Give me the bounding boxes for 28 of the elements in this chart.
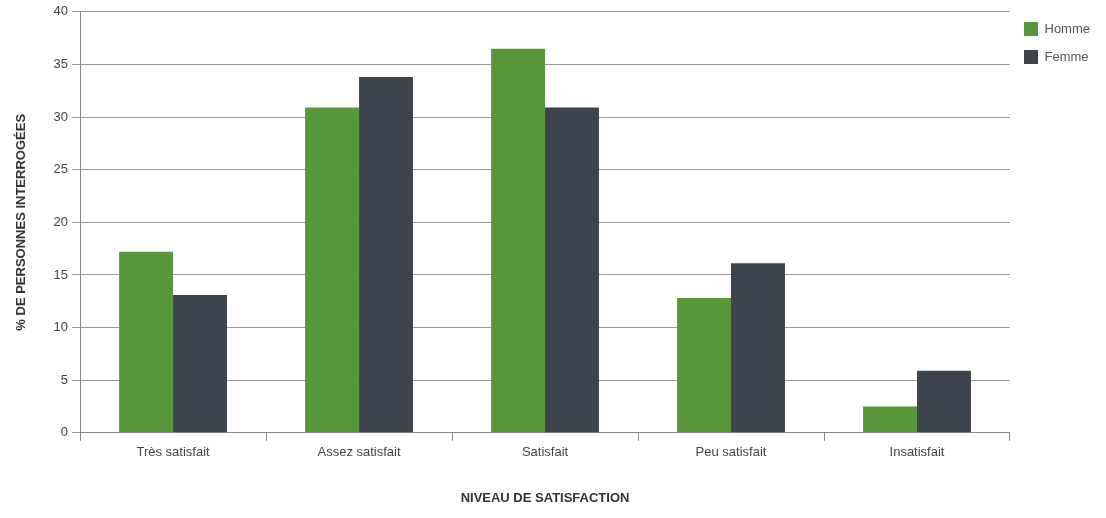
legend-label: Homme bbox=[1044, 20, 1091, 36]
x-tick-label: Peu satisfait bbox=[695, 444, 767, 460]
bar bbox=[545, 107, 599, 433]
bar bbox=[173, 294, 227, 433]
y-tick-label: 15 bbox=[53, 266, 69, 282]
x-axis-title: NIVEAU DE SATISFACTION bbox=[460, 489, 630, 505]
x-tick-label: Très satisfait bbox=[136, 444, 211, 460]
x-tick-label: Insatisfait bbox=[889, 444, 945, 460]
y-axis-title: % DE PERSONNES INTERROGÉES bbox=[13, 113, 29, 331]
bar bbox=[677, 298, 732, 433]
bar bbox=[917, 370, 971, 433]
y-tick-label: 20 bbox=[53, 213, 69, 229]
legend-label: Femme bbox=[1044, 48, 1089, 64]
bar bbox=[731, 263, 785, 433]
y-tick-label: 10 bbox=[53, 319, 69, 335]
bar bbox=[491, 48, 546, 433]
y-tick-label: 25 bbox=[53, 161, 69, 177]
bar bbox=[863, 406, 917, 433]
x-tick-label: Assez satisfait bbox=[317, 444, 401, 460]
y-tick-label: 30 bbox=[53, 108, 69, 124]
y-tick-label: 5 bbox=[60, 371, 69, 387]
y-tick-label: 0 bbox=[60, 424, 69, 440]
bar bbox=[359, 77, 413, 433]
bar bbox=[119, 251, 174, 433]
x-tick-label: Satisfait bbox=[521, 444, 569, 460]
y-tick-label: 40 bbox=[53, 3, 69, 19]
y-tick-label: 35 bbox=[53, 56, 69, 71]
bar bbox=[305, 107, 360, 433]
